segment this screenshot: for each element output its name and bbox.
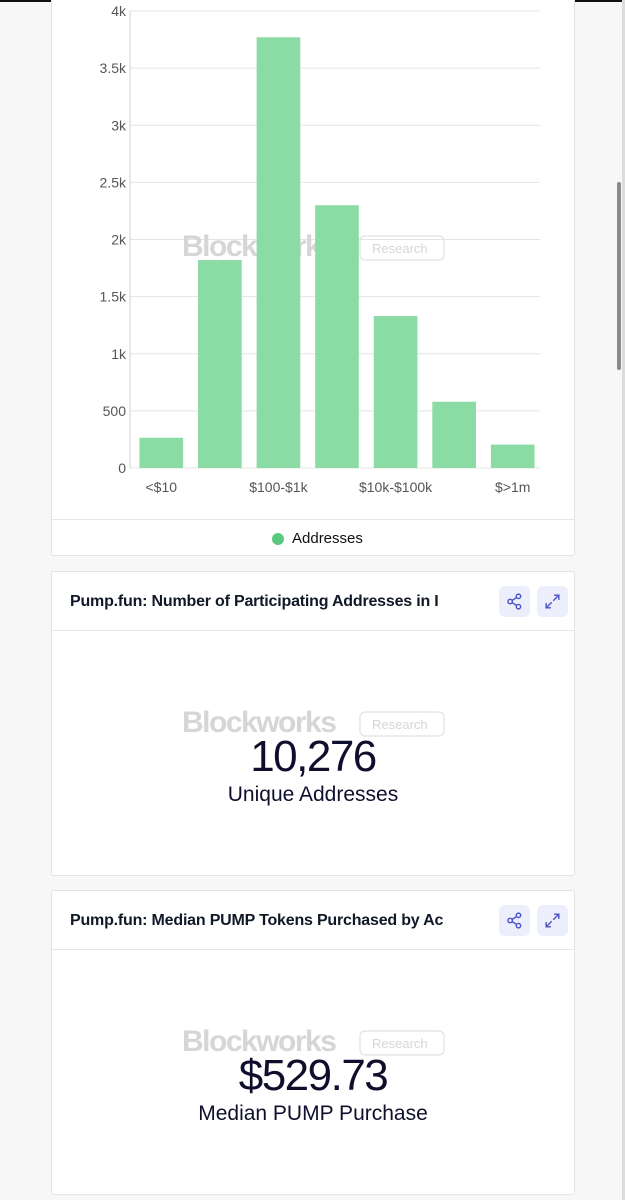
- y-tick-label: 500: [103, 403, 127, 419]
- legend-label-addresses[interactable]: Addresses: [292, 530, 363, 547]
- y-tick-label: 1.5k: [100, 289, 127, 305]
- x-tick-label: $>1m: [495, 479, 530, 495]
- expand-icon: [545, 913, 560, 928]
- x-axis-ticks: <$10 $100-$1k $10k-$100k $>1m: [146, 479, 531, 495]
- histogram-chart: Blockworks Research 0 500 1k 1.5k 2k 2.5k 3k 3.…: [100, 3, 540, 495]
- bar-6[interactable]: [490, 444, 535, 468]
- kpi-card-unique-addresses: Pump.fun: Number of Participating Addres…: [51, 571, 575, 876]
- card-header: Pump.fun: Number of Participating Addres…: [52, 572, 574, 631]
- share-button[interactable]: [499, 586, 530, 617]
- share-button[interactable]: [499, 905, 530, 936]
- kpi-body: Blockworks Research 10,276 Unique Addres…: [52, 632, 574, 875]
- y-tick-label: 3k: [111, 117, 127, 133]
- kpi-value: 10,276: [250, 732, 377, 781]
- bar-1[interactable]: [198, 260, 242, 468]
- x-tick-label: $100-$1k: [249, 479, 308, 495]
- histogram-chart-card: Blockworks Research 0 500 1k 1.5k 2k 2.5k 3k 3.…: [51, 0, 575, 556]
- x-tick-label: $10k-$100k: [359, 479, 433, 495]
- kpi-label: Median PUMP Purchase: [198, 1102, 428, 1125]
- share-icon: [507, 593, 522, 610]
- expand-button[interactable]: [537, 905, 568, 936]
- card-title: Pump.fun: Median PUMP Tokens Purchased b…: [70, 912, 444, 929]
- y-tick-label: 4k: [111, 3, 127, 19]
- chart-watermark: Blockworks Research: [182, 230, 445, 263]
- watermark-tag: Research: [372, 241, 428, 256]
- legend-marker[interactable]: [272, 533, 284, 545]
- kpi-card-median-purchase: Pump.fun: Median PUMP Tokens Purchased b…: [51, 890, 575, 1195]
- bar-0[interactable]: [139, 437, 184, 468]
- kpi-label: Unique Addresses: [227, 783, 399, 806]
- y-tick-label: 0: [118, 460, 126, 476]
- chart-bars: [139, 37, 535, 469]
- x-tick-label: <$10: [146, 479, 178, 495]
- kpi-body: Blockworks Research $529.73 Median PUMP …: [52, 951, 574, 1194]
- bar-3[interactable]: [315, 205, 359, 468]
- expand-button[interactable]: [537, 586, 568, 617]
- y-tick-label: 2k: [111, 232, 127, 248]
- y-axis-ticks: 0 500 1k 1.5k 2k 2.5k 3k 3.5k 4k: [100, 3, 127, 476]
- y-tick-label: 3.5k: [100, 60, 127, 76]
- watermark-tag: Research: [372, 717, 428, 732]
- scrollbar-thumb[interactable]: [617, 182, 621, 370]
- expand-icon: [545, 594, 560, 609]
- share-icon: [507, 912, 522, 929]
- card-header: Pump.fun: Median PUMP Tokens Purchased b…: [52, 891, 574, 950]
- chart-legend: Addresses: [52, 519, 574, 555]
- y-tick-label: 2.5k: [100, 174, 127, 190]
- watermark-tag: Research: [372, 1036, 428, 1051]
- bar-4[interactable]: [373, 316, 418, 468]
- scroll-track: [622, 0, 625, 1200]
- card-title: Pump.fun: Number of Participating Addres…: [70, 593, 439, 610]
- kpi-value: $529.73: [238, 1051, 389, 1100]
- bar-2[interactable]: [256, 37, 301, 469]
- bar-5[interactable]: [432, 401, 476, 468]
- y-tick-label: 1k: [111, 346, 127, 362]
- watermark-tag-box: [359, 235, 445, 261]
